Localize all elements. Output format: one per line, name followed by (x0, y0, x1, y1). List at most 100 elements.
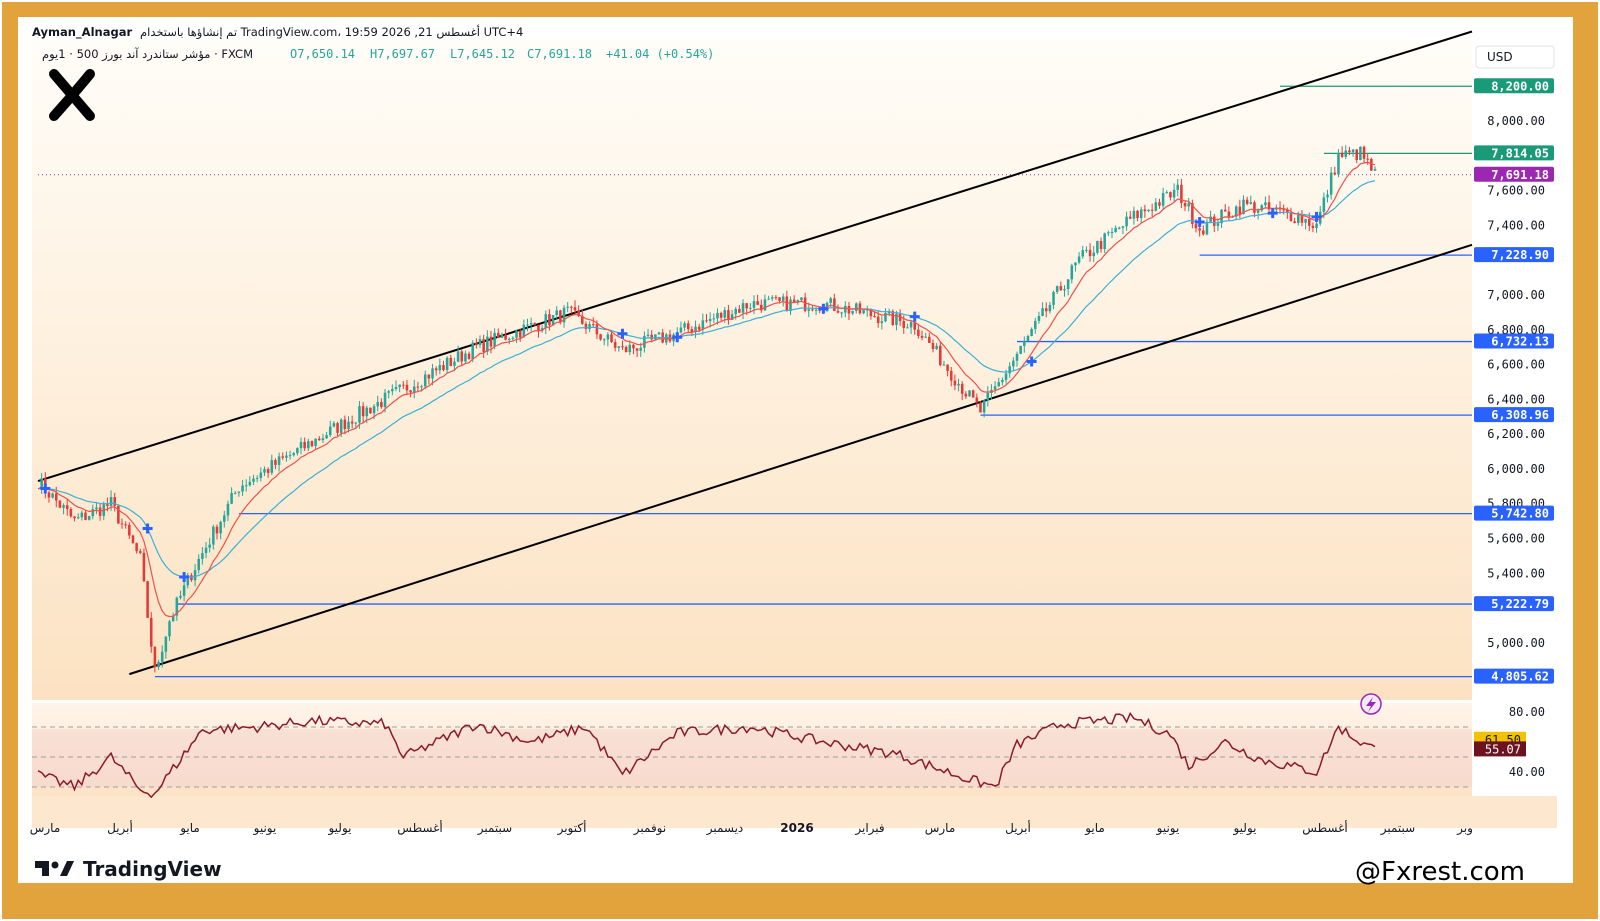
candle-body (1161, 193, 1165, 206)
candle-body (1216, 223, 1220, 226)
candle-body (489, 336, 493, 347)
candle-body (58, 500, 62, 508)
candle-body (1209, 216, 1212, 222)
candle-body (639, 347, 643, 351)
candle-body (957, 383, 960, 386)
lightning-icon[interactable] (1360, 693, 1382, 715)
candle-body (526, 324, 529, 326)
candle-body (1344, 150, 1348, 157)
candle-body (332, 423, 336, 427)
candle-body (266, 469, 270, 473)
candle-body (350, 421, 354, 424)
candle-body (774, 297, 778, 299)
candle-body (1348, 150, 1351, 153)
candle-body (219, 521, 222, 534)
candle-body (1245, 199, 1249, 204)
price-tick-label: 7,400.00 (1487, 218, 1545, 232)
candle-body (394, 387, 398, 390)
candle-body (1220, 209, 1223, 224)
candle-body (1052, 291, 1055, 305)
rsi-value-tag (1474, 741, 1526, 757)
signal-marker-icon (179, 572, 190, 583)
candle-body (248, 481, 252, 486)
candle-body (591, 324, 595, 326)
candle-body (745, 303, 748, 309)
level-price-label: 5,742.80 (1491, 507, 1549, 521)
candle-body (602, 339, 606, 341)
candle-body (1059, 286, 1063, 291)
candle-body (968, 390, 971, 397)
time-tick-label: أغسطس (397, 820, 442, 836)
level-price-tag (1474, 166, 1554, 182)
candle-body (566, 306, 569, 308)
candle-body (1037, 316, 1041, 321)
candle-body (475, 342, 478, 346)
candle-body (924, 336, 927, 338)
candle-body (109, 497, 113, 506)
time-tick-label: نوفمبر (633, 821, 666, 836)
candle-body (193, 570, 197, 581)
candle-body (376, 402, 380, 407)
candle-body (204, 547, 208, 554)
candle-body (763, 299, 767, 311)
candle-body (372, 406, 376, 414)
candle-body (146, 581, 149, 618)
candle-body (803, 297, 807, 311)
candle-body (690, 329, 694, 333)
candle-body (770, 297, 774, 299)
candle-body (913, 322, 916, 330)
candle-body (595, 324, 599, 335)
candle-body (792, 299, 796, 303)
candle-body (1023, 341, 1026, 346)
candle-body (1066, 279, 1070, 290)
candle-body (493, 332, 496, 347)
candle-body (1359, 146, 1362, 160)
candle-body (164, 636, 168, 652)
time-tick-label: أبريل (107, 820, 133, 836)
level-price-tag (1474, 505, 1554, 521)
candle-body (847, 305, 851, 314)
watermark: @Fxrest.com (1355, 857, 1525, 887)
candle-body (628, 344, 632, 353)
candle-body (537, 324, 540, 331)
time-tick-label: سبتمبر (477, 821, 512, 836)
candle-body (851, 311, 854, 314)
candle-body (716, 312, 719, 319)
candle-body (328, 426, 332, 436)
candle-body (617, 346, 621, 348)
candle-body (935, 345, 938, 349)
candle-body (1256, 210, 1260, 213)
candle-body (149, 617, 153, 647)
candle-body (1191, 203, 1194, 224)
candle-body (434, 368, 438, 371)
candle-body (654, 334, 657, 340)
candle-body (1132, 210, 1136, 219)
candle-body (1004, 373, 1008, 380)
signal-marker-icon (142, 523, 153, 534)
candle-body (1158, 202, 1161, 206)
candle-body (752, 301, 756, 308)
price-tick-label: 6,000.00 (1487, 462, 1545, 476)
candle-body (723, 310, 727, 318)
rsi-band (32, 729, 1472, 787)
candle-body (844, 305, 847, 313)
candle-body (1103, 233, 1106, 249)
candle-body (412, 386, 416, 393)
level-price-tag (1474, 333, 1554, 349)
signal-marker-icon (1026, 356, 1037, 367)
candle-body (1154, 202, 1158, 211)
candle-body (632, 344, 635, 349)
rsi-line (37, 711, 1376, 799)
candle-body (1329, 172, 1333, 195)
level-price-label: 8,200.00 (1491, 79, 1549, 93)
candle-body (1194, 223, 1198, 229)
currency-button[interactable] (1475, 45, 1555, 69)
header-published: تم إنشاؤها باستخدام TradingView.com، 19:… (140, 24, 523, 40)
price-tick-label: 6,600.00 (1487, 358, 1545, 372)
ohlc-close: C7,691.18 (527, 47, 592, 61)
candle-body (84, 512, 87, 520)
candle-body (891, 311, 895, 325)
candle-body (570, 306, 573, 308)
tradingview-brand: TradingView (83, 857, 222, 881)
